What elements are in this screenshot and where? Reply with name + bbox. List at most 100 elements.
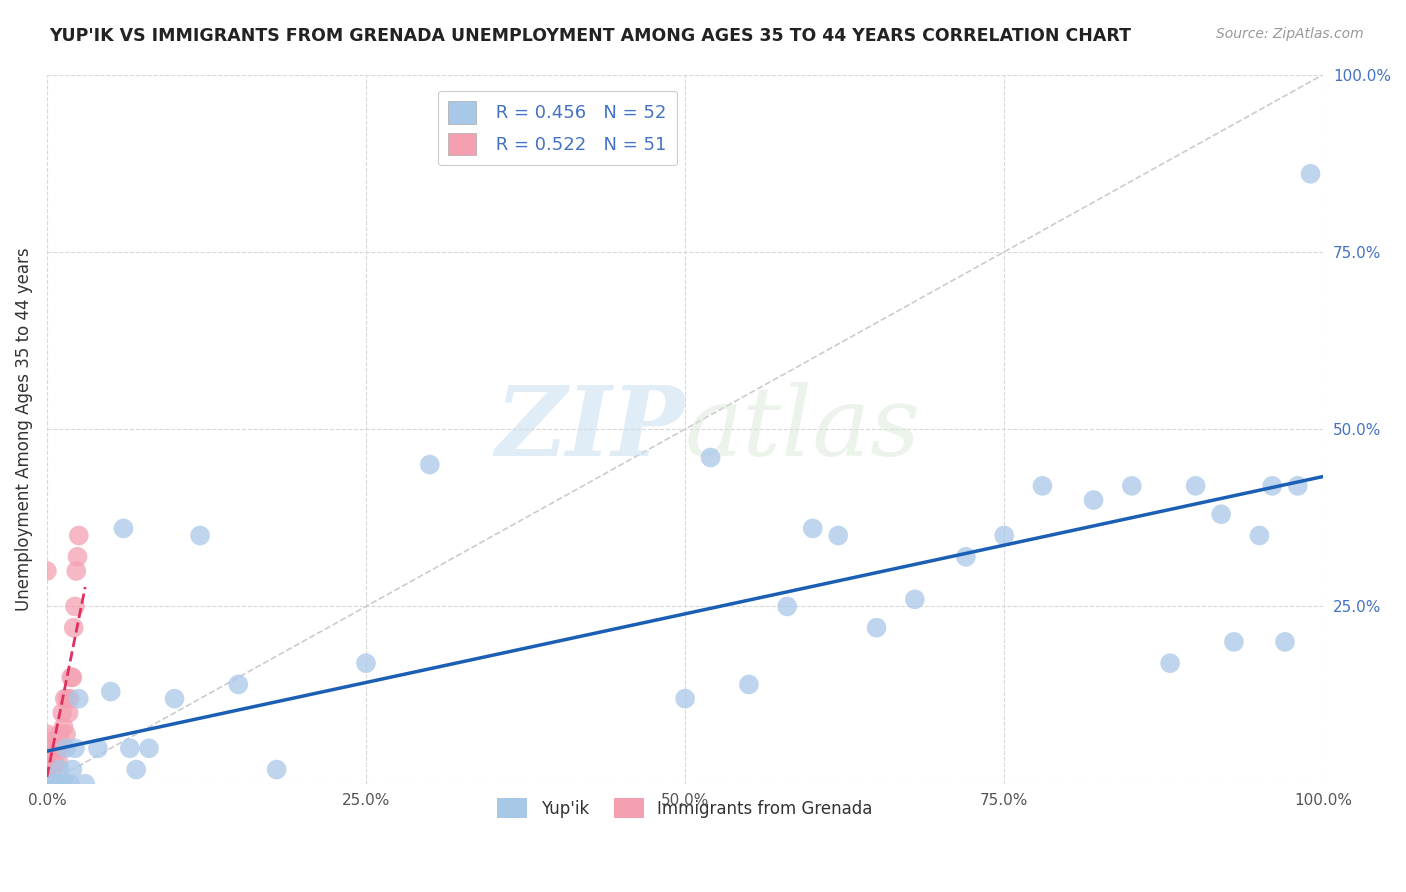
Point [65, 564, 87, 578]
Point [955, 549, 977, 564]
Text: YUP'IK VS IMMIGRANTS FROM GRENADA UNEMPLOYMENT AMONG AGES 35 TO 44 YEARS CORRELA: YUP'IK VS IMMIGRANTS FROM GRENADA UNEMPL… [49, 27, 1132, 45]
Point [35, 748, 58, 763]
Point [35, 777, 58, 791]
Point [51, 777, 73, 791]
Point [42, 777, 65, 791]
Point [35, 777, 58, 791]
Point [35, 777, 58, 791]
Point [46, 777, 69, 791]
Point [35, 777, 58, 791]
Point [419, 458, 441, 472]
Point [35, 777, 58, 791]
Point [56, 691, 79, 706]
Point [35, 777, 58, 791]
Point [188, 528, 211, 542]
Point [118, 741, 141, 756]
Text: ZIP: ZIP [495, 382, 685, 476]
Point [354, 656, 377, 670]
Point [48, 727, 70, 741]
Point [35, 763, 58, 777]
Point [35, 777, 58, 791]
Text: Source: ZipAtlas.com: Source: ZipAtlas.com [1216, 27, 1364, 41]
Point [58, 706, 80, 720]
Point [55, 741, 77, 756]
Point [993, 528, 1015, 542]
Point [228, 677, 250, 691]
Point [60, 670, 83, 684]
Point [62, 670, 84, 684]
Point [1211, 507, 1233, 521]
Point [51, 706, 73, 720]
Point [738, 677, 761, 691]
Point [35, 777, 58, 791]
Point [35, 777, 58, 791]
Point [35, 777, 58, 791]
Point [35, 777, 58, 791]
Point [49, 741, 72, 756]
Point [48, 756, 70, 770]
Point [46, 741, 69, 756]
Point [865, 621, 887, 635]
Point [827, 528, 849, 542]
Point [75, 777, 97, 791]
Point [35, 727, 58, 741]
Point [138, 741, 160, 756]
Point [66, 549, 89, 564]
Point [35, 777, 58, 791]
Point [48, 763, 70, 777]
Point [53, 691, 76, 706]
Point [59, 691, 82, 706]
Point [48, 777, 70, 791]
Point [63, 741, 86, 756]
Point [35, 777, 58, 791]
Point [1249, 528, 1271, 542]
Point [35, 777, 58, 791]
Point [62, 621, 84, 635]
Legend: Yup'ik, Immigrants from Grenada: Yup'ik, Immigrants from Grenada [491, 791, 879, 825]
Point [55, 777, 77, 791]
Point [1083, 493, 1105, 508]
Point [59, 777, 82, 791]
Point [1261, 479, 1284, 493]
Point [801, 521, 824, 535]
Point [35, 777, 58, 791]
Point [1223, 635, 1246, 649]
Point [48, 777, 70, 791]
Point [63, 599, 86, 614]
Point [62, 763, 84, 777]
Point [35, 777, 58, 791]
Point [67, 528, 90, 542]
Point [1121, 479, 1143, 493]
Point [42, 763, 65, 777]
Point [35, 777, 58, 791]
Point [55, 727, 77, 741]
Point [52, 720, 75, 734]
Point [35, 564, 58, 578]
Point [45, 777, 67, 791]
Point [35, 741, 58, 756]
Point [1184, 479, 1206, 493]
Point [35, 763, 58, 777]
Point [1159, 656, 1181, 670]
Point [100, 684, 122, 698]
Point [35, 734, 58, 748]
Point [35, 741, 58, 756]
Point [699, 450, 721, 465]
Point [35, 777, 58, 791]
Point [163, 691, 186, 706]
Point [42, 777, 65, 791]
Point [125, 763, 148, 777]
Y-axis label: Unemployment Among Ages 35 to 44 years: Unemployment Among Ages 35 to 44 years [15, 247, 32, 611]
Point [44, 756, 66, 770]
Point [87, 741, 110, 756]
Point [1299, 167, 1322, 181]
Point [35, 777, 58, 791]
Point [35, 756, 58, 770]
Point [35, 777, 58, 791]
Point [904, 592, 927, 607]
Point [35, 777, 58, 791]
Point [41, 777, 63, 791]
Point [45, 777, 67, 791]
Point [67, 691, 90, 706]
Point [35, 777, 58, 791]
